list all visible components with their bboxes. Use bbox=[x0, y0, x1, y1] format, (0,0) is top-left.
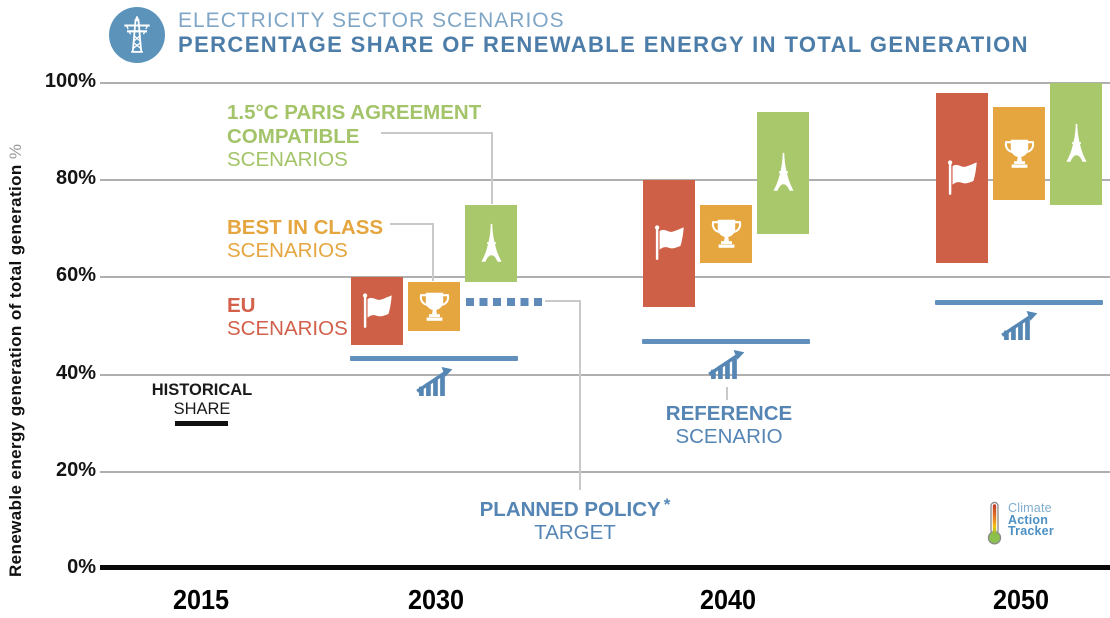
scenario-bar-eiffel-tower-2050 bbox=[1050, 83, 1102, 205]
best-connector-h bbox=[390, 223, 434, 225]
y-tick-label-40: 40% bbox=[55, 361, 96, 384]
reference-marker-2050 bbox=[1001, 310, 1039, 340]
scenario-bar-trophy-2040 bbox=[700, 204, 752, 263]
legend-historical-line2: SHARE bbox=[173, 400, 231, 418]
chart-arrow-icon bbox=[1001, 310, 1038, 340]
planned-policy-dotted-line bbox=[466, 297, 542, 306]
y-tick-label-60: 60% bbox=[55, 264, 96, 287]
x-tick-label-2030: 2030 bbox=[407, 584, 465, 615]
x-tick-label-2050: 2050 bbox=[992, 584, 1050, 615]
x-axis-line bbox=[100, 565, 1110, 570]
brand-circle bbox=[109, 7, 165, 63]
paris-connector-v bbox=[491, 132, 493, 204]
eiffel-tower-icon bbox=[772, 153, 794, 192]
flag-icon bbox=[947, 160, 977, 195]
gridline-40 bbox=[100, 373, 1110, 376]
logo-word-tracker: Tracker bbox=[1008, 524, 1054, 538]
planned-connector-h bbox=[545, 300, 581, 302]
eiffel-tower-icon bbox=[480, 223, 502, 262]
flag-icon bbox=[654, 225, 684, 261]
legend-best-line2: SCENARIOS bbox=[227, 239, 348, 262]
y-tick-label-100: 100% bbox=[44, 70, 96, 92]
scenario-bar-eiffel-tower-2040 bbox=[757, 112, 809, 234]
paris-connector-h bbox=[381, 132, 493, 134]
y-axis-label: Renewable energy generation of total gen… bbox=[6, 143, 25, 577]
gridline-60 bbox=[100, 276, 1110, 279]
eiffel-tower-icon bbox=[1065, 124, 1087, 162]
legend-planned-line1: PLANNED POLICY * bbox=[479, 495, 671, 521]
reference-line-2030 bbox=[350, 355, 518, 361]
planned-connector-v bbox=[579, 300, 581, 490]
chart-title: PERCENTAGE SHARE OF RENEWABLE ENERGY IN … bbox=[178, 32, 1029, 57]
trophy-icon bbox=[419, 292, 449, 321]
legend-reference-line1: REFERENCE bbox=[665, 402, 793, 425]
legend-reference-scenario: REFERENCE SCENARIO bbox=[654, 402, 804, 448]
thermometer-icon bbox=[987, 501, 1002, 545]
legend-eu-scenarios: EU SCENARIOS bbox=[227, 294, 348, 340]
x-tick-label-2040: 2040 bbox=[699, 584, 757, 615]
legend-paris-line1: 1.5°C PARIS AGREEMENT bbox=[227, 101, 482, 124]
best-connector-v bbox=[432, 223, 434, 281]
reference-line-2040 bbox=[642, 338, 810, 344]
scenario-bar-trophy-2030 bbox=[408, 282, 460, 331]
legend-best-in-class: BEST IN CLASS SCENARIOS bbox=[227, 216, 383, 262]
legend-paris-scenarios: 1.5°C PARIS AGREEMENT COMPATIBLE SCENARI… bbox=[227, 101, 481, 172]
flag-icon bbox=[362, 293, 392, 329]
climate-action-tracker-logo: Climate Action Tracker bbox=[986, 500, 1054, 546]
reference-marker-2040 bbox=[708, 349, 746, 379]
chart-arrow-icon bbox=[708, 349, 745, 379]
legend-planned-policy-target: PLANNED POLICY * TARGET bbox=[465, 493, 685, 544]
historical-share-line bbox=[175, 421, 228, 427]
scenario-bar-trophy-2050 bbox=[993, 107, 1045, 200]
scenario-bar-flag-2040 bbox=[643, 180, 695, 307]
logo-word-action: Action bbox=[1008, 512, 1049, 527]
reference-connector-v bbox=[726, 387, 728, 400]
trophy-icon bbox=[711, 219, 741, 248]
legend-paris-line3: SCENARIOS bbox=[227, 148, 348, 171]
chart-arrow-icon bbox=[416, 366, 453, 396]
legend-eu-line1: EU bbox=[227, 294, 256, 317]
legend-best-line1: BEST IN CLASS bbox=[227, 216, 384, 239]
legend-paris-line2: COMPATIBLE bbox=[227, 124, 360, 148]
reference-marker-2030 bbox=[416, 366, 454, 396]
gridline-20 bbox=[100, 470, 1110, 473]
legend-planned-line2: TARGET bbox=[534, 521, 616, 544]
scenario-bar-flag-2050 bbox=[936, 92, 988, 263]
y-tick-label-20: 20% bbox=[55, 458, 96, 481]
legend-reference-line2: SCENARIO bbox=[675, 424, 783, 448]
logo-word-climate: Climate bbox=[1008, 501, 1052, 515]
y-tick-label-0: 0% bbox=[67, 556, 96, 578]
legend-historical-line1: HISTORICAL bbox=[151, 381, 253, 399]
trophy-icon bbox=[1004, 139, 1034, 168]
electricity-pylon-icon bbox=[124, 16, 150, 53]
legend-historical-share: HISTORICAL SHARE bbox=[149, 381, 255, 419]
footnote-asterisk: * bbox=[663, 495, 671, 514]
scenario-bar-flag-2030 bbox=[351, 277, 403, 346]
chart-kicker: ELECTRICITY SECTOR SCENARIOS bbox=[178, 9, 565, 32]
scenario-bar-eiffel-tower-2030 bbox=[465, 204, 517, 283]
x-tick-label-2015: 2015 bbox=[172, 584, 230, 615]
legend-eu-line2: SCENARIOS bbox=[227, 317, 348, 340]
y-tick-label-80: 80% bbox=[55, 167, 96, 190]
reference-line-2050 bbox=[935, 299, 1103, 305]
gridline-100 bbox=[100, 82, 1110, 84]
gridline-80 bbox=[100, 179, 1110, 182]
